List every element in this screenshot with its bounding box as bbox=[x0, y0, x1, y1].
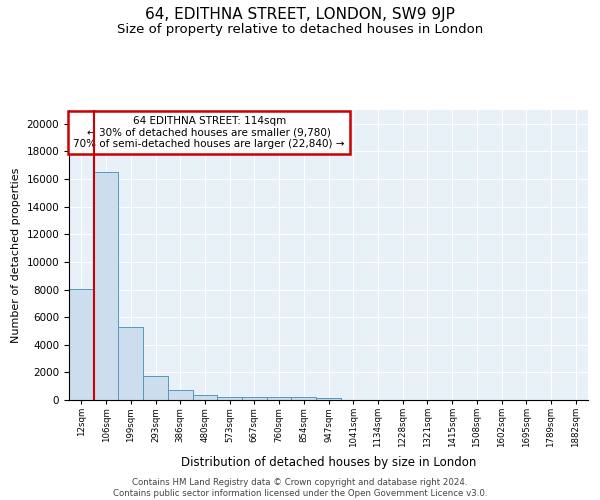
Bar bbox=[69, 289, 94, 400]
Y-axis label: Number of detached properties: Number of detached properties bbox=[11, 168, 21, 342]
Bar bbox=[94, 172, 118, 400]
Bar bbox=[193, 396, 217, 400]
Bar bbox=[242, 397, 267, 400]
X-axis label: Distribution of detached houses by size in London: Distribution of detached houses by size … bbox=[181, 456, 476, 468]
Bar bbox=[217, 396, 242, 400]
Bar bbox=[168, 390, 193, 400]
Bar bbox=[292, 398, 316, 400]
Bar bbox=[118, 327, 143, 400]
Text: 64 EDITHNA STREET: 114sqm
← 30% of detached houses are smaller (9,780)
70% of se: 64 EDITHNA STREET: 114sqm ← 30% of detac… bbox=[73, 116, 345, 149]
Text: Size of property relative to detached houses in London: Size of property relative to detached ho… bbox=[117, 22, 483, 36]
Bar bbox=[267, 397, 292, 400]
Bar bbox=[143, 376, 168, 400]
Bar bbox=[316, 398, 341, 400]
Text: Contains HM Land Registry data © Crown copyright and database right 2024.
Contai: Contains HM Land Registry data © Crown c… bbox=[113, 478, 487, 498]
Text: 64, EDITHNA STREET, LONDON, SW9 9JP: 64, EDITHNA STREET, LONDON, SW9 9JP bbox=[145, 8, 455, 22]
